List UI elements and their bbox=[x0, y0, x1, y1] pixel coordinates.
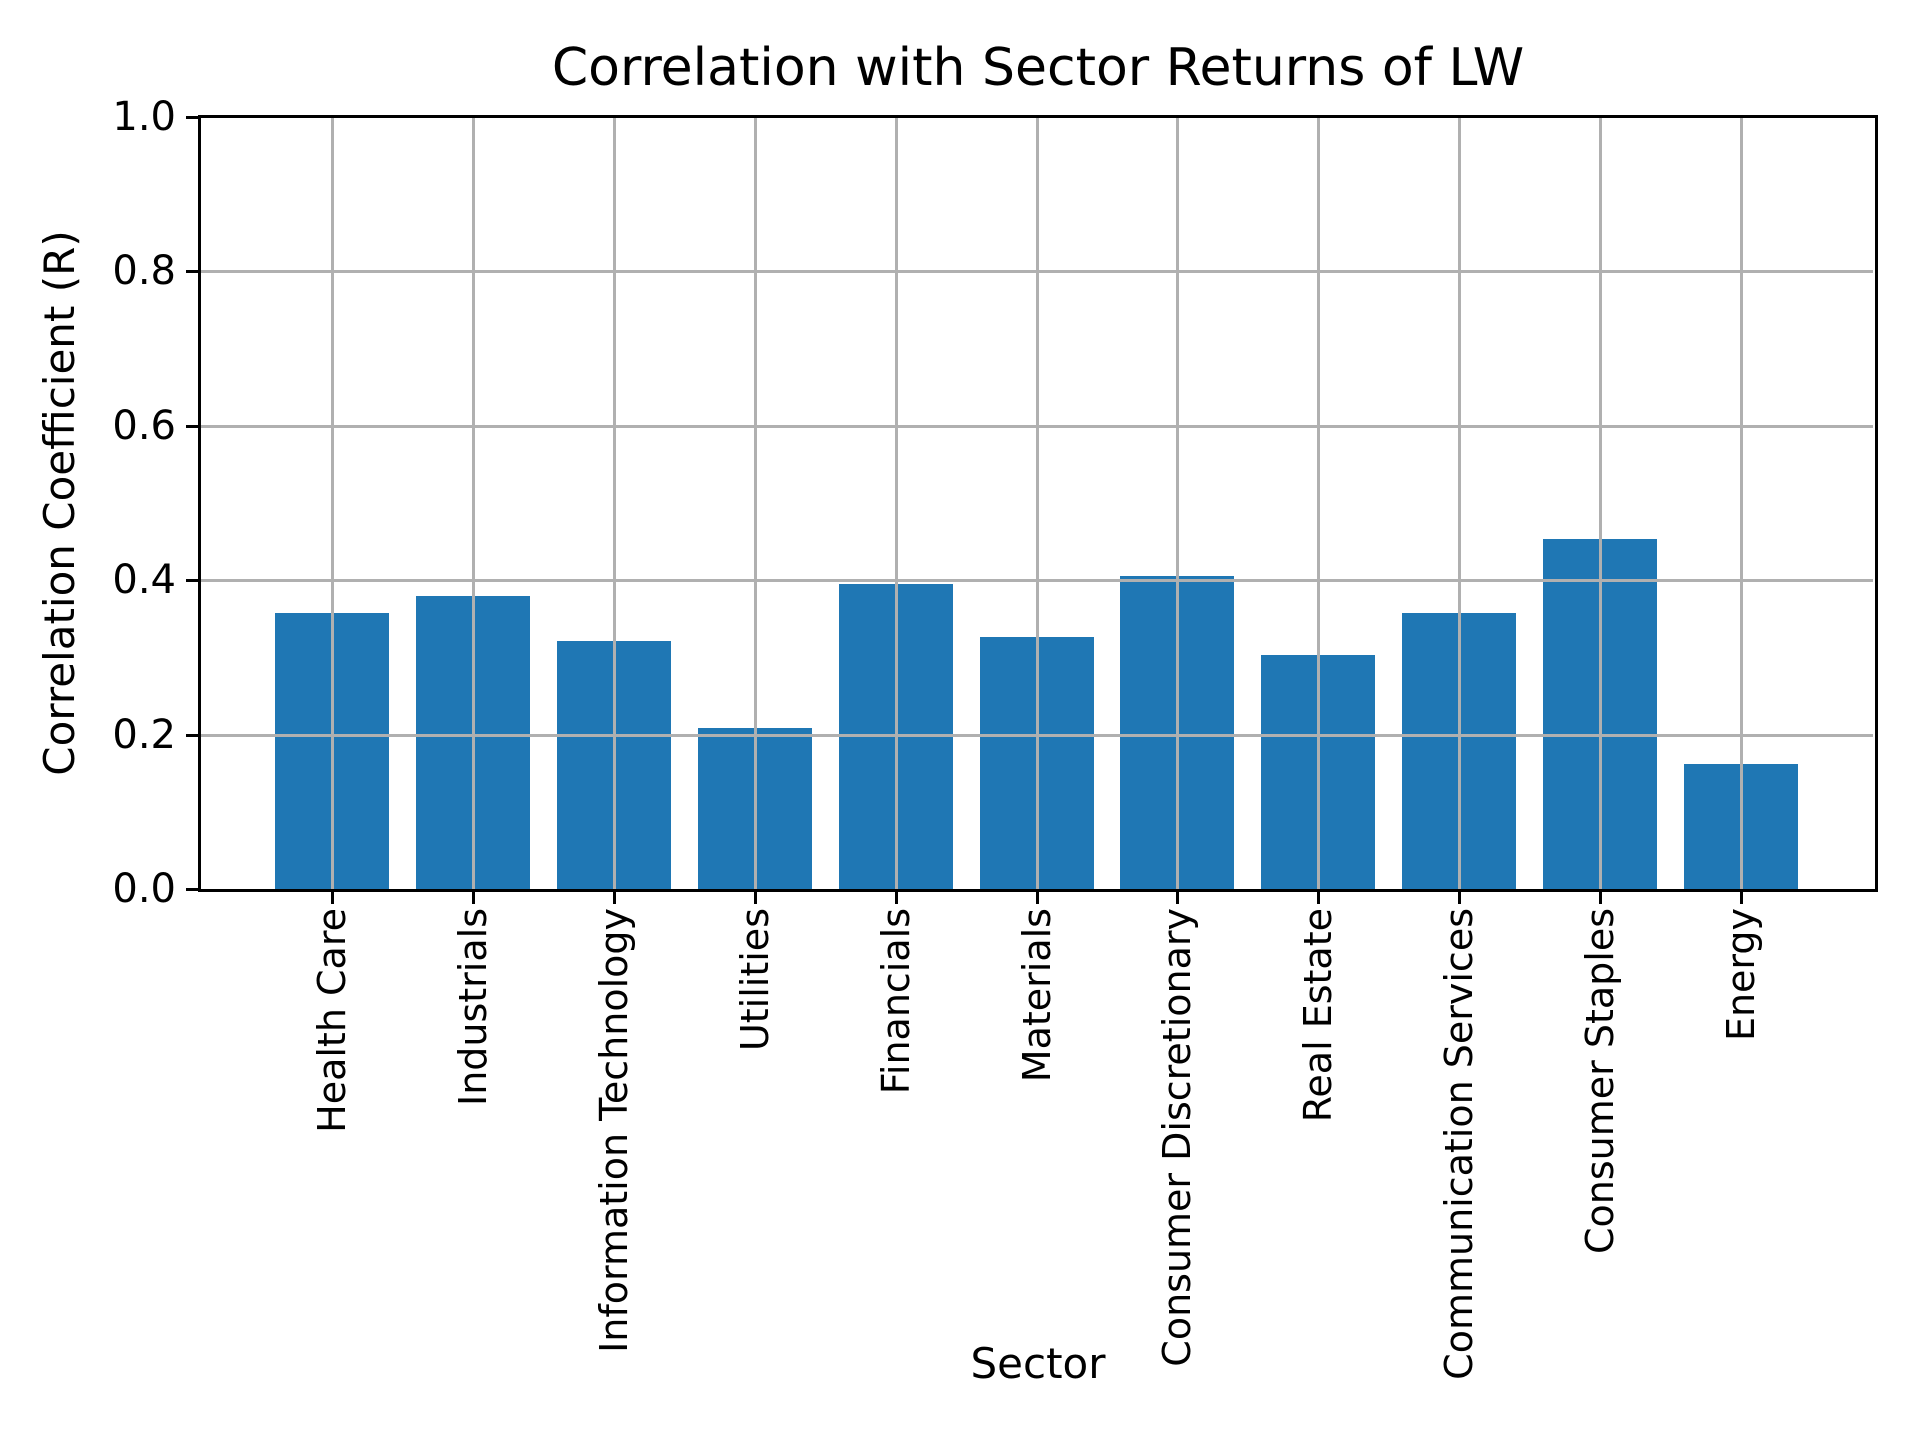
x-tick bbox=[895, 892, 898, 904]
y-tick-label: 0.6 bbox=[112, 403, 176, 449]
y-tick-label: 0.8 bbox=[112, 248, 176, 294]
x-tick bbox=[754, 892, 757, 904]
gridline-vertical bbox=[1599, 118, 1602, 889]
y-tick bbox=[186, 425, 198, 428]
gridline-vertical bbox=[331, 118, 334, 889]
x-tick-label: Energy bbox=[1719, 908, 1763, 1042]
x-tick bbox=[1317, 892, 1320, 904]
y-tick bbox=[186, 888, 198, 891]
gridline-vertical bbox=[754, 118, 757, 889]
x-axis-label: Sector bbox=[970, 1339, 1106, 1388]
x-tick bbox=[1176, 892, 1179, 904]
x-tick-label: Utilities bbox=[733, 908, 777, 1052]
y-tick bbox=[186, 116, 198, 119]
x-tick bbox=[331, 892, 334, 904]
gridline-vertical bbox=[895, 118, 898, 889]
y-tick-label: 1.0 bbox=[112, 94, 176, 140]
y-tick-label: 0.0 bbox=[112, 866, 176, 912]
x-tick-label: Materials bbox=[1015, 908, 1059, 1083]
y-tick bbox=[186, 270, 198, 273]
x-tick bbox=[1458, 892, 1461, 904]
gridline-vertical bbox=[1458, 118, 1461, 889]
gridline-vertical bbox=[1036, 118, 1039, 889]
x-tick bbox=[613, 892, 616, 904]
x-tick-label: Real Estate bbox=[1296, 908, 1340, 1123]
x-tick bbox=[1740, 892, 1743, 904]
x-tick-label: Consumer Staples bbox=[1578, 908, 1622, 1255]
chart-title: Correlation with Sector Returns of LW bbox=[551, 38, 1525, 98]
gridline-vertical bbox=[472, 118, 475, 889]
gridline-vertical bbox=[1176, 118, 1179, 889]
x-tick-label: Health Care bbox=[310, 908, 354, 1133]
x-tick-label: Consumer Discretionary bbox=[1155, 908, 1199, 1367]
x-tick bbox=[1599, 892, 1602, 904]
axes-frame bbox=[198, 115, 1878, 892]
y-axis-label: Correlation Coefficient (R) bbox=[35, 230, 84, 776]
x-tick bbox=[472, 892, 475, 904]
y-tick bbox=[186, 734, 198, 737]
gridline-vertical bbox=[613, 118, 616, 889]
x-tick-label: Information Technology bbox=[592, 908, 636, 1353]
x-tick-label: Communication Services bbox=[1437, 908, 1481, 1380]
x-tick-label: Industrials bbox=[451, 908, 495, 1107]
y-tick bbox=[186, 579, 198, 582]
y-tick-label: 0.4 bbox=[112, 557, 176, 603]
y-tick-label: 0.2 bbox=[112, 712, 176, 758]
gridline-vertical bbox=[1317, 118, 1320, 889]
x-tick-label: Financials bbox=[874, 908, 918, 1095]
x-tick bbox=[1036, 892, 1039, 904]
gridline-vertical bbox=[1740, 118, 1743, 889]
